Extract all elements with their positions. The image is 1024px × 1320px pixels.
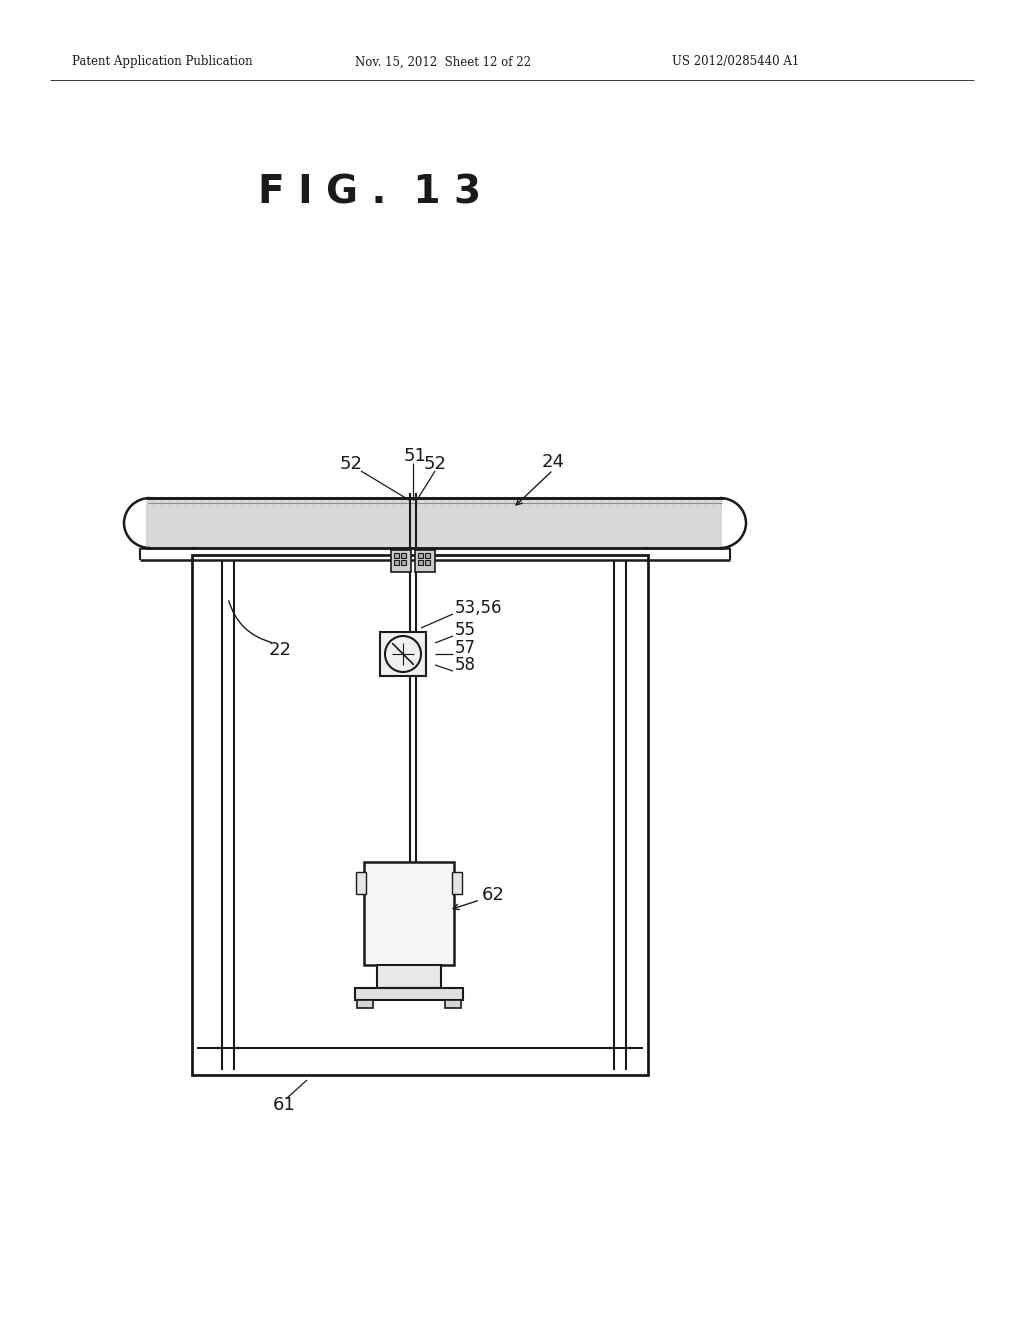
- Text: F I G .  1 3: F I G . 1 3: [258, 173, 481, 211]
- Bar: [425, 560, 430, 565]
- Text: 53,56: 53,56: [455, 599, 503, 616]
- Bar: [425, 553, 430, 558]
- Text: 55: 55: [455, 620, 476, 639]
- Bar: [415, 550, 435, 572]
- Bar: [355, 987, 463, 1001]
- Bar: [377, 965, 441, 987]
- Bar: [445, 1001, 461, 1008]
- Text: 52: 52: [340, 455, 362, 473]
- Bar: [193, 554, 648, 1074]
- Bar: [452, 873, 462, 894]
- Bar: [380, 632, 426, 676]
- Bar: [418, 553, 423, 558]
- Bar: [357, 1001, 373, 1008]
- Text: Patent Application Publication: Patent Application Publication: [72, 55, 253, 69]
- Bar: [394, 553, 399, 558]
- Bar: [391, 550, 411, 572]
- Text: 57: 57: [455, 639, 476, 657]
- Text: 58: 58: [455, 656, 476, 675]
- Bar: [364, 862, 454, 965]
- Bar: [401, 560, 406, 565]
- Text: 62: 62: [482, 886, 505, 904]
- Text: 61: 61: [272, 1096, 295, 1114]
- Text: 24: 24: [542, 453, 564, 471]
- Text: 51: 51: [403, 447, 426, 465]
- Bar: [394, 560, 399, 565]
- Bar: [146, 498, 722, 548]
- Text: US 2012/0285440 A1: US 2012/0285440 A1: [672, 55, 800, 69]
- Bar: [356, 873, 366, 894]
- Bar: [418, 560, 423, 565]
- Text: Nov. 15, 2012  Sheet 12 of 22: Nov. 15, 2012 Sheet 12 of 22: [355, 55, 531, 69]
- Text: 52: 52: [424, 455, 446, 473]
- Text: 22: 22: [268, 642, 292, 659]
- Bar: [148, 498, 722, 548]
- Bar: [401, 553, 406, 558]
